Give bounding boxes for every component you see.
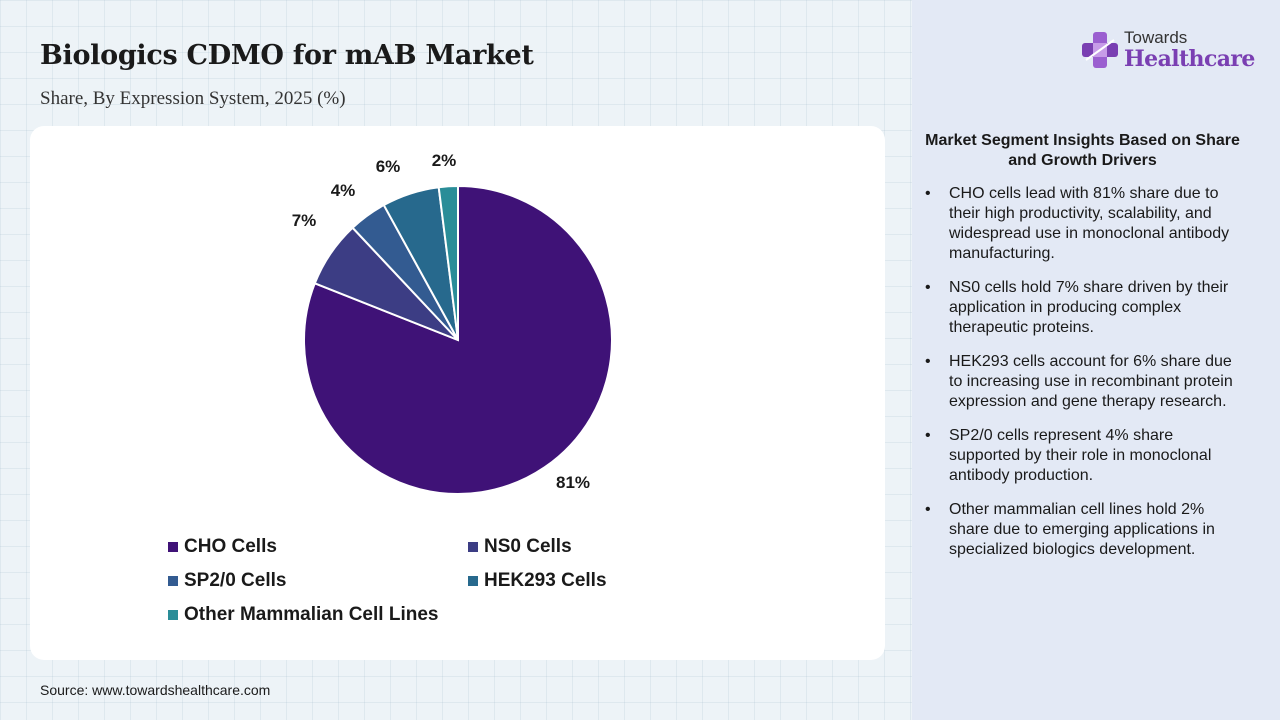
legend-item: SP2/0 Cells bbox=[168, 570, 468, 592]
insight-item: NS0 cells hold 7% share driven by their … bbox=[925, 278, 1247, 338]
brand-main-text: Healthcare bbox=[1124, 46, 1255, 72]
pie-slice-other-mammalian-cell-lines bbox=[437, 184, 459, 341]
insight-item: HEK293 cells account for 6% share due to… bbox=[925, 352, 1247, 412]
legend-swatch bbox=[468, 576, 478, 586]
legend-item: HEK293 Cells bbox=[468, 570, 628, 592]
pie-chart: 81% 7% 4% 6% 2% bbox=[292, 151, 613, 495]
insight-item: Other mammalian cell lines hold 2% share… bbox=[925, 500, 1247, 560]
brand-logo: Towards Healthcare bbox=[1080, 26, 1260, 78]
legend-label: HEK293 Cells bbox=[484, 570, 607, 591]
chart-legend: CHO Cells NS0 Cells SP2/0 Cells HEK293 Cell… bbox=[168, 536, 628, 626]
page-title: Biologics CDMO for mAB Market bbox=[40, 40, 534, 71]
insight-item: SP2/0 cells represent 4% share supported… bbox=[925, 426, 1247, 486]
insight-item: CHO cells lead with 81% share due to the… bbox=[925, 184, 1247, 264]
page-subtitle: Share, By Expression System, 2025 (%) bbox=[40, 88, 346, 109]
legend-label: CHO Cells bbox=[184, 536, 277, 557]
legend-item: CHO Cells bbox=[168, 536, 468, 558]
slice-data-label: 81% bbox=[556, 473, 590, 492]
slice-data-label: 7% bbox=[292, 211, 317, 230]
insights-title: Market Segment Insights Based on Share a… bbox=[925, 132, 1240, 169]
plus-cross-logo-icon bbox=[1082, 32, 1118, 68]
legend-swatch bbox=[468, 542, 478, 552]
legend-label: NS0 Cells bbox=[484, 536, 572, 557]
legend-label: SP2/0 Cells bbox=[184, 570, 287, 591]
legend-item: NS0 Cells bbox=[468, 536, 628, 558]
chart-card: 81% 7% 4% 6% 2% CHO Cells NS0 Cells SP2/0 Cell… bbox=[30, 126, 885, 660]
slice-data-label: 4% bbox=[331, 181, 356, 200]
legend-label: Other Mammalian Cell Lines bbox=[184, 604, 439, 625]
legend-swatch bbox=[168, 542, 178, 552]
source-note: Source: www.towardshealthcare.com bbox=[40, 682, 271, 698]
legend-item: Other Mammalian Cell Lines bbox=[168, 604, 468, 626]
brand-top-text: Towards bbox=[1124, 28, 1188, 47]
slice-data-label: 6% bbox=[376, 157, 401, 176]
insights-list: CHO cells lead with 81% share due to the… bbox=[925, 184, 1247, 574]
legend-swatch bbox=[168, 610, 178, 620]
legend-swatch bbox=[168, 576, 178, 586]
slice-data-label: 2% bbox=[432, 151, 457, 170]
